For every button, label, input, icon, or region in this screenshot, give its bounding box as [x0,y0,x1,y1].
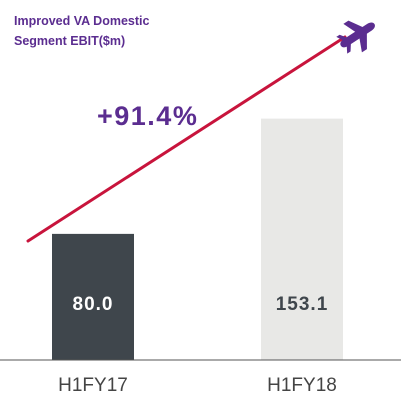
bar-value-label-h1fy18: 153.1 [276,294,329,315]
x-tick-label-h1fy18: H1FY18 [267,375,337,396]
bars-group: 80.0 153.1 [52,118,343,360]
bar-h1fy18 [261,118,343,360]
trend-arrow-line [26,35,347,243]
bar-value-label-h1fy17: 80.0 [73,294,114,315]
bar-h1fy17 [52,233,134,360]
chart-title-line-1: Improved VA Domestic [14,14,149,28]
x-tick-labels: H1FY17 H1FY18 [58,375,337,396]
growth-annotation: +91.4% [97,101,198,131]
airplane-icon [336,20,375,54]
x-tick-label-h1fy17: H1FY17 [58,375,128,396]
chart-title-line-2: Segment EBIT($m) [14,34,125,48]
